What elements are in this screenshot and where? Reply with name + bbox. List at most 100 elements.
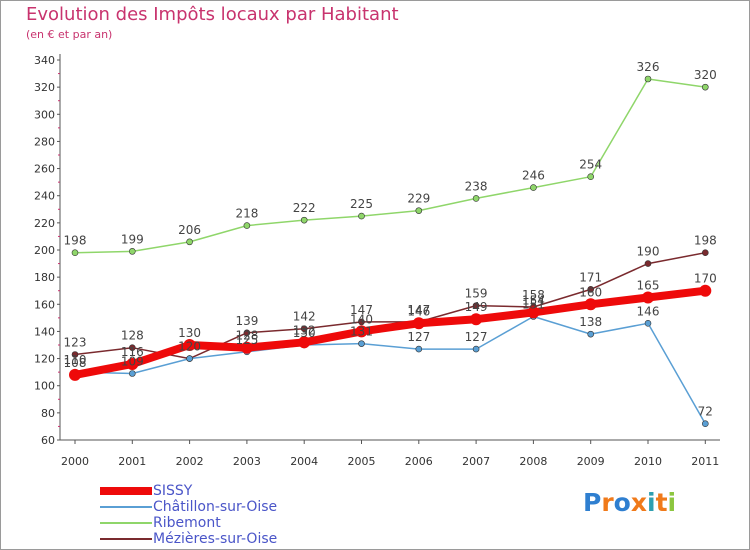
data-label-sissy: 149	[465, 300, 488, 314]
data-point-chatillon-sur-oise	[701, 420, 709, 428]
data-label-mezieres-sur-oise: 147	[350, 303, 373, 317]
data-point-ribemont	[472, 195, 480, 202]
x-tick-label: 2010	[634, 455, 662, 468]
y-tick-label: 280	[34, 135, 55, 148]
data-label-ribemont: 199	[121, 232, 144, 246]
data-label-mezieres-sur-oise: 190	[637, 245, 660, 259]
legend-swatch	[100, 487, 152, 495]
legend-swatch	[100, 506, 152, 508]
data-label-chatillon-sur-oise: 109	[121, 355, 144, 369]
data-label-mezieres-sur-oise: 123	[64, 336, 87, 350]
logo-letter: t	[655, 488, 668, 517]
legend-item-chatillon-sur-oise: Châtillon-sur-Oise	[100, 499, 277, 515]
data-point-sissy	[527, 306, 540, 319]
x-tick-label: 2009	[577, 455, 605, 468]
y-tick-label: 240	[34, 190, 55, 203]
data-label-ribemont: 238	[465, 179, 488, 193]
data-point-ribemont	[415, 207, 423, 214]
data-point-chatillon-sur-oise	[186, 355, 193, 362]
data-point-mezieres-sur-oise	[472, 302, 480, 309]
series-line-ribemont	[74, 78, 707, 254]
legend-label: Châtillon-sur-Oise	[153, 499, 278, 515]
data-point-mezieres-sur-oise	[129, 344, 136, 352]
data-label-sissy: 128	[235, 329, 258, 343]
data-point-sissy	[642, 291, 654, 304]
data-point-sissy	[584, 298, 597, 311]
data-label-sissy: 140	[350, 312, 373, 326]
data-label-ribemont: 229	[407, 192, 430, 206]
data-label-ribemont: 246	[522, 169, 545, 183]
data-label-chatillon-sur-oise: 131	[350, 325, 373, 339]
data-label-mezieres-sur-oise: 198	[694, 234, 717, 248]
series-line-sissy	[71, 286, 710, 379]
data-label-chatillon-sur-oise: 120	[178, 340, 201, 354]
y-tick-label: 80	[41, 407, 55, 420]
legend-label: Ribemont	[153, 515, 221, 531]
x-tick-label: 2005	[348, 455, 376, 468]
data-label-sissy: 130	[178, 326, 201, 340]
y-tick-label: 180	[34, 271, 55, 284]
legend-item-sissy: SISSY	[100, 483, 277, 499]
legend-label: SISSY	[153, 483, 193, 499]
data-label-chatillon-sur-oise: 146	[637, 304, 660, 318]
y-tick-label: 300	[34, 108, 55, 121]
y-tick-label: 340	[34, 54, 55, 67]
data-label-ribemont: 222	[293, 201, 316, 215]
data-label-sissy: 154	[522, 293, 545, 307]
legend-label: Mézières-sur-Oise	[153, 531, 278, 547]
series-line-chatillon-sur-oise	[74, 315, 707, 425]
data-label-chatillon-sur-oise: 72	[698, 405, 713, 419]
legend-item-ribemont: Ribemont	[100, 515, 277, 531]
data-point-mezieres-sur-oise	[243, 329, 251, 337]
data-label-mezieres-sur-oise: 139	[235, 314, 258, 328]
y-tick-label: 260	[34, 163, 55, 176]
legend-swatch	[100, 522, 152, 524]
data-label-ribemont: 320	[694, 68, 717, 82]
data-point-chatillon-sur-oise	[129, 370, 136, 377]
x-tick-label: 2004	[290, 455, 318, 468]
data-label-mezieres-sur-oise: 142	[293, 310, 316, 324]
data-label-sissy: 170	[694, 272, 717, 286]
data-label-chatillon-sur-oise: 138	[579, 315, 602, 329]
data-point-chatillon-sur-oise	[587, 330, 595, 338]
y-tick-label: 120	[34, 353, 55, 366]
y-tick-label: 160	[34, 298, 55, 311]
data-point-sissy	[240, 341, 253, 354]
data-label-ribemont: 206	[178, 223, 201, 237]
data-point-sissy	[699, 284, 712, 297]
data-point-mezieres-sur-oise	[300, 325, 308, 333]
data-point-ribemont	[587, 173, 595, 181]
data-point-ribemont	[300, 216, 308, 224]
data-point-chatillon-sur-oise	[472, 345, 480, 353]
data-label-sissy: 160	[579, 285, 602, 299]
data-label-ribemont: 218	[235, 207, 258, 221]
data-point-sissy	[355, 325, 368, 338]
data-point-sissy	[412, 317, 425, 330]
data-label-chatillon-sur-oise: 130	[293, 326, 316, 340]
data-label-chatillon-sur-oise: 125	[235, 333, 258, 347]
data-label-sissy: 165	[637, 279, 660, 293]
data-point-ribemont	[71, 249, 79, 257]
logo-letter: i	[647, 488, 656, 517]
data-label-ribemont: 326	[637, 60, 660, 74]
series-line-mezieres-sur-oise	[74, 251, 707, 360]
data-label-chatillon-sur-oise: 151	[522, 298, 545, 312]
data-point-chatillon-sur-oise	[644, 319, 652, 327]
data-point-sissy	[126, 358, 139, 370]
logo-letter: i	[667, 488, 677, 517]
data-label-ribemont: 254	[579, 158, 602, 172]
logo-letter: P	[583, 488, 602, 517]
data-point-mezieres-sur-oise	[71, 351, 79, 358]
y-tick-label: 200	[34, 244, 55, 257]
data-label-mezieres-sur-oise: 158	[522, 288, 545, 302]
data-label-mezieres-sur-oise: 128	[121, 329, 144, 343]
data-point-ribemont	[186, 238, 193, 246]
x-tick-label: 2000	[61, 455, 89, 468]
data-point-ribemont	[243, 222, 251, 229]
data-point-ribemont	[530, 184, 537, 191]
x-tick-label: 2006	[405, 455, 433, 468]
data-label-mezieres-sur-oise: 171	[579, 270, 602, 284]
data-label-sissy: 132	[293, 323, 316, 337]
